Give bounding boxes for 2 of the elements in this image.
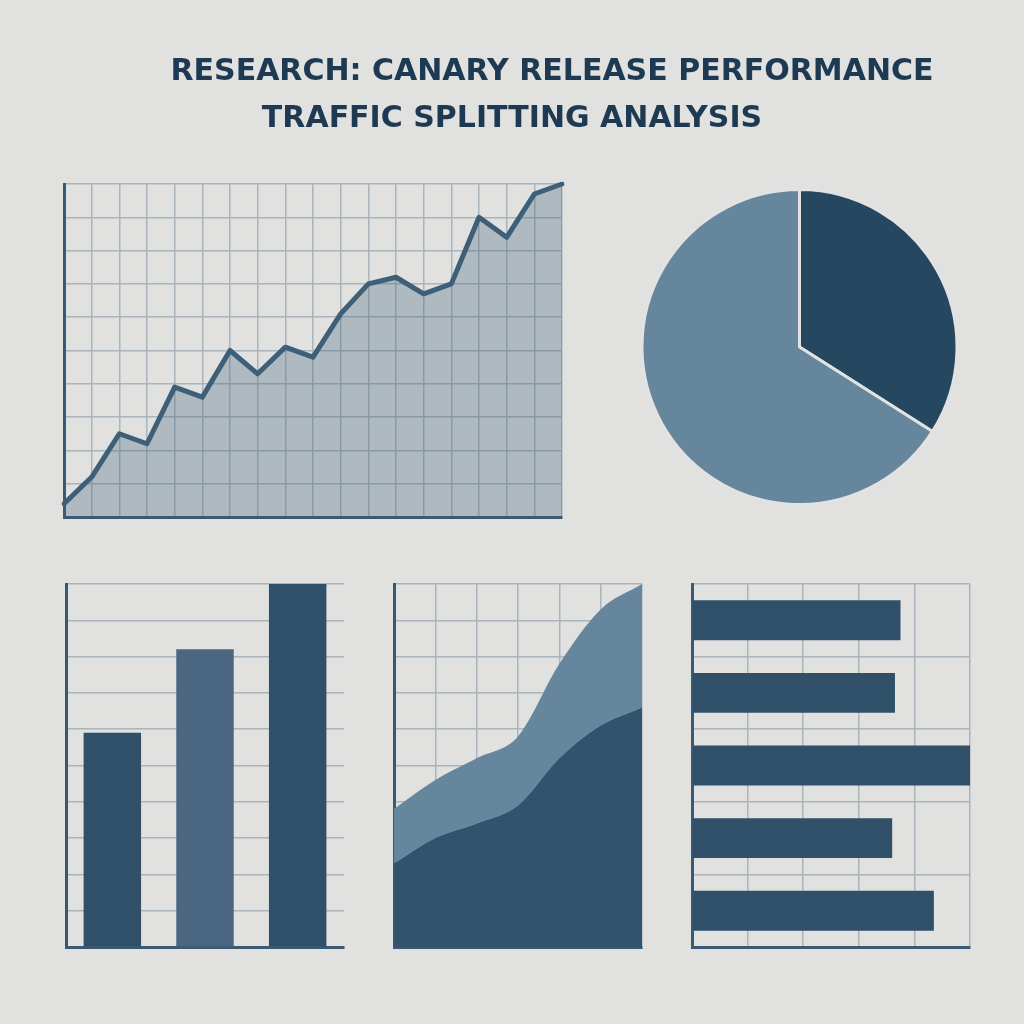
chart-subtitle: TRAFFIC SPLITTING ANALYSIS [260, 99, 764, 134]
chart-title: RESEARCH: CANARY RELEASE PERFORMANCE [169, 52, 935, 87]
